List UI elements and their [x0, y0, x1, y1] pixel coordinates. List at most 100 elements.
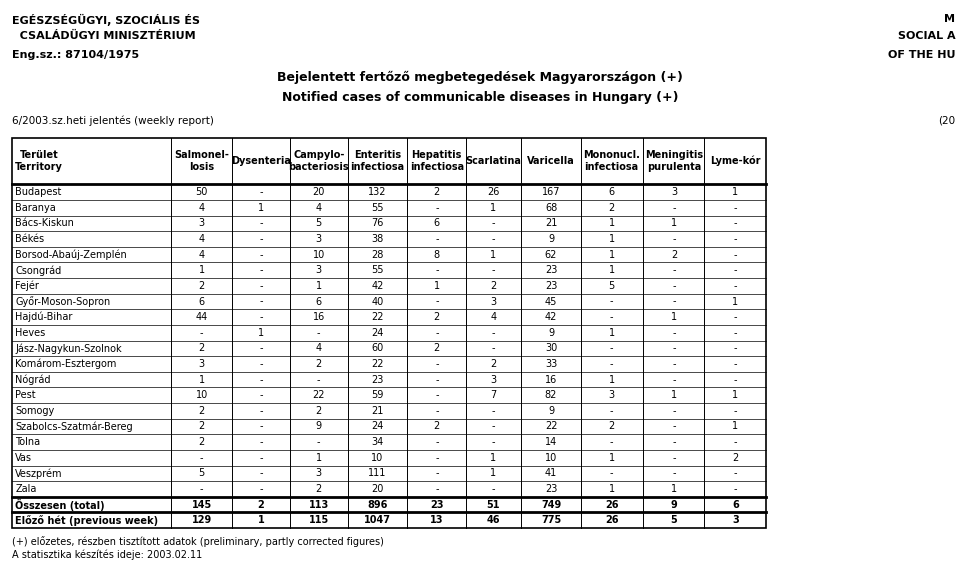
Text: Terület
Territory: Terület Territory: [15, 150, 63, 172]
Text: 60: 60: [372, 343, 383, 353]
Text: 4: 4: [199, 250, 204, 259]
Text: -: -: [259, 281, 263, 291]
Text: 5: 5: [316, 218, 322, 228]
Text: -: -: [672, 406, 676, 416]
Text: -: -: [733, 374, 737, 385]
Text: -: -: [435, 468, 439, 479]
Text: -: -: [435, 390, 439, 400]
Text: 2: 2: [199, 343, 204, 353]
Text: Pest: Pest: [15, 390, 36, 400]
Text: -: -: [435, 296, 439, 307]
Text: 2: 2: [257, 500, 265, 510]
Text: -: -: [435, 265, 439, 275]
Text: 1: 1: [491, 250, 496, 259]
Text: 6/2003.sz.heti jelentés (weekly report): 6/2003.sz.heti jelentés (weekly report): [12, 116, 213, 126]
Text: 1: 1: [609, 218, 614, 228]
Text: 129: 129: [191, 515, 212, 525]
Text: -: -: [317, 328, 321, 338]
Text: 1: 1: [434, 281, 440, 291]
Text: 26: 26: [605, 515, 618, 525]
Text: -: -: [435, 453, 439, 463]
Text: 1: 1: [258, 328, 264, 338]
Text: Bejelentett fertőző megbetegedések Magyarországon (+): Bejelentett fertőző megbetegedések Magya…: [277, 71, 683, 84]
Text: -: -: [610, 343, 613, 353]
Text: 167: 167: [541, 187, 561, 197]
Text: 21: 21: [545, 218, 557, 228]
Text: SOCIAL A: SOCIAL A: [898, 31, 955, 42]
Text: 1: 1: [316, 281, 322, 291]
Text: -: -: [435, 359, 439, 369]
Text: -: -: [492, 265, 495, 275]
Text: -: -: [672, 234, 676, 244]
Text: -: -: [259, 250, 263, 259]
Text: -: -: [672, 468, 676, 479]
Text: 2: 2: [609, 203, 614, 213]
Text: -: -: [259, 437, 263, 447]
Text: 1: 1: [609, 484, 614, 494]
Text: 1: 1: [671, 484, 677, 494]
Text: -: -: [733, 437, 737, 447]
Text: Jász-Nagykun-Szolnok: Jász-Nagykun-Szolnok: [15, 343, 122, 353]
Text: 23: 23: [372, 374, 383, 385]
Text: -: -: [492, 328, 495, 338]
Text: Baranya: Baranya: [15, 203, 56, 213]
Text: -: -: [259, 484, 263, 494]
Text: -: -: [259, 390, 263, 400]
Text: 3: 3: [491, 374, 496, 385]
Text: 111: 111: [368, 468, 387, 479]
Text: 2: 2: [434, 343, 440, 353]
Text: 82: 82: [545, 390, 557, 400]
Text: 1: 1: [609, 234, 614, 244]
Text: 2: 2: [316, 359, 322, 369]
Text: 26: 26: [605, 500, 618, 510]
Text: Campylo-
bacteriosis: Campylo- bacteriosis: [288, 150, 349, 172]
Text: Tolna: Tolna: [15, 437, 40, 447]
Text: 10: 10: [545, 453, 557, 463]
Text: 42: 42: [545, 312, 557, 322]
Text: 2: 2: [316, 406, 322, 416]
Text: 21: 21: [372, 406, 383, 416]
Text: 1: 1: [609, 374, 614, 385]
Text: EGÉSZSÉGÜGYI, SZOCIÁLIS ÉS: EGÉSZSÉGÜGYI, SZOCIÁLIS ÉS: [12, 14, 200, 26]
Text: Budapest: Budapest: [15, 187, 61, 197]
Text: 1047: 1047: [364, 515, 391, 525]
Text: (20: (20: [938, 116, 955, 126]
Text: -: -: [672, 328, 676, 338]
Text: -: -: [492, 218, 495, 228]
Text: 10: 10: [313, 250, 324, 259]
Text: 6: 6: [316, 296, 322, 307]
Text: 1: 1: [732, 390, 738, 400]
Text: 22: 22: [371, 312, 384, 322]
Text: 2: 2: [609, 422, 614, 431]
Text: 55: 55: [371, 203, 384, 213]
Text: Békés: Békés: [15, 234, 44, 244]
Text: Hepatitis
infectiosa: Hepatitis infectiosa: [410, 150, 464, 172]
Text: 3: 3: [609, 390, 614, 400]
Text: -: -: [435, 203, 439, 213]
Text: 10: 10: [196, 390, 207, 400]
Text: 749: 749: [540, 500, 562, 510]
Text: 14: 14: [545, 437, 557, 447]
Text: -: -: [610, 296, 613, 307]
Text: 2: 2: [199, 281, 204, 291]
Text: Vas: Vas: [15, 453, 33, 463]
Text: A statisztika készítés ideje: 2003.02.11: A statisztika készítés ideje: 2003.02.11: [12, 549, 202, 559]
Text: 1: 1: [257, 515, 265, 525]
Text: 24: 24: [372, 422, 383, 431]
Text: 42: 42: [372, 281, 383, 291]
Text: -: -: [492, 234, 495, 244]
Text: Győr-Moson-Sopron: Győr-Moson-Sopron: [15, 296, 110, 307]
Text: 3: 3: [732, 515, 739, 525]
Text: 40: 40: [372, 296, 383, 307]
Text: 4: 4: [199, 234, 204, 244]
Text: 1: 1: [258, 203, 264, 213]
Text: -: -: [492, 437, 495, 447]
Text: 9: 9: [548, 328, 554, 338]
Text: -: -: [492, 343, 495, 353]
Text: -: -: [610, 437, 613, 447]
Text: Csongrád: Csongrád: [15, 265, 61, 275]
Text: 45: 45: [545, 296, 557, 307]
Text: 62: 62: [545, 250, 557, 259]
Text: 20: 20: [372, 484, 383, 494]
Text: -: -: [672, 265, 676, 275]
